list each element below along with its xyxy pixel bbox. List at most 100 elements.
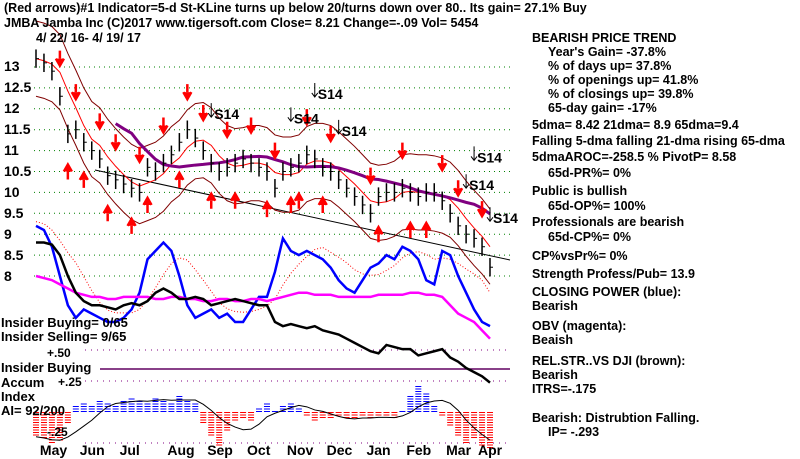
rel-strength-line xyxy=(36,241,491,384)
upper-band xyxy=(35,20,491,210)
accum-tick-plus25: +.25 xyxy=(58,375,82,389)
sell-arrow-icon xyxy=(94,113,105,131)
signal-arrow-icon xyxy=(207,103,215,118)
cp65: 65d-CP%= 0% xyxy=(548,230,632,244)
obv-title: OBV (magenta): xyxy=(532,319,627,333)
signal-arrow-icon xyxy=(287,107,295,123)
y-tick: 10.5 xyxy=(4,163,32,179)
sell-arrow-icon xyxy=(198,104,209,123)
sell-arrow-icon xyxy=(70,84,81,102)
y-tick: 13 xyxy=(4,58,20,74)
buy-arrow-icon xyxy=(261,199,273,218)
buy-arrow-icon xyxy=(421,220,432,239)
x-tick-month: Jan xyxy=(366,442,391,458)
sell-arrow-icon xyxy=(269,142,281,161)
buy-arrow-icon xyxy=(102,203,113,222)
signal-label: S14 xyxy=(318,86,343,102)
buy-arrow-icon xyxy=(206,191,217,209)
accum-ma-line xyxy=(35,399,491,441)
y-tick: 8 xyxy=(4,268,12,284)
closing-power-state: Bearish xyxy=(532,299,578,313)
x-tick-month: May xyxy=(39,442,68,458)
sell-arrow-icon xyxy=(110,134,121,152)
signal-label: S14 xyxy=(214,106,239,122)
x-tick-month: Oct xyxy=(247,442,271,458)
insider-buying-line-label: Insider Buying xyxy=(1,360,92,375)
sell-arrow-icon xyxy=(158,117,169,136)
dma-values: 5dma= 8.42 21dma= 8.9 65dma=9.4 xyxy=(532,118,739,132)
date-range: 4/ 22/ 16- 4/ 19/ 17 xyxy=(36,31,141,45)
signal-arrow-icon xyxy=(470,146,478,162)
signal-label: S14 xyxy=(477,149,502,165)
pr65: 65d-PR%= 0% xyxy=(548,166,632,180)
buy-arrow-icon xyxy=(285,195,296,213)
buy-arrow-icon xyxy=(293,191,304,209)
signal-label: S14 xyxy=(493,210,518,226)
cp-ma-line xyxy=(35,221,491,314)
signal-arrow-icon xyxy=(311,82,319,98)
op65: 65d-OP%= 100% xyxy=(548,199,646,213)
x-tick-month: Jun xyxy=(79,442,105,458)
sell-arrow-icon xyxy=(437,155,448,173)
y-tick: 10 xyxy=(4,184,20,200)
obv-line xyxy=(35,274,491,340)
x-tick-month: Dec xyxy=(326,442,353,458)
sell-arrow-icon xyxy=(325,125,336,144)
buy-arrow-icon xyxy=(126,216,137,234)
distribution-status: Bearish: Distrubtion Falling. xyxy=(532,411,700,425)
insider-buying-stat: Insider Buying= 0/65 xyxy=(1,315,128,330)
aroc-pivot: 5dmaAROC=-258.5 % PivotP= 8.58 xyxy=(532,150,737,164)
indicator-title: (Red arrows)#1 Indicator=5-d St-KLine tu… xyxy=(4,1,587,15)
x-tick-month: Aug xyxy=(167,442,195,458)
x-tick-month: Jul xyxy=(119,442,140,458)
y-tick: 8.5 xyxy=(4,247,24,263)
closing-power-title: CLOSING POWER (blue): xyxy=(532,285,682,299)
signal-arrow-icon xyxy=(335,119,343,135)
y-tick: 12.5 xyxy=(4,79,32,95)
professionals-status: Professionals are bearish xyxy=(532,215,685,229)
sell-arrow-icon xyxy=(397,142,408,161)
signal-arrow-icon xyxy=(486,207,494,223)
closings-up: % of closings up= 39.8% xyxy=(548,87,694,101)
sell-arrow-icon xyxy=(301,109,312,127)
buy-arrow-icon xyxy=(373,224,384,243)
signal-label: S14 xyxy=(342,123,367,139)
obv-state: Beaish xyxy=(532,333,573,347)
gain-65d: 65-day gain= -17% xyxy=(548,101,657,115)
buy-arrow-icon xyxy=(230,191,241,209)
y-tick: 11 xyxy=(4,142,19,158)
sell-arrow-icon xyxy=(182,84,193,102)
x-tick-month: Apr xyxy=(478,442,503,458)
trendline xyxy=(94,169,511,261)
x-tick-month: Nov xyxy=(286,442,314,458)
ma65-line xyxy=(114,122,491,216)
cp-vs-pr: CP%vsPr%= 0% xyxy=(532,249,628,263)
sell-arrow-icon xyxy=(222,121,233,140)
signal-label: S14 xyxy=(469,177,494,193)
sell-arrow-icon xyxy=(453,180,464,198)
x-tick-month: Feb xyxy=(406,442,432,458)
sell-arrow-icon xyxy=(476,201,488,219)
y-tick: 9 xyxy=(4,226,12,242)
public-status: Public is bullish xyxy=(532,184,628,198)
buy-arrow-icon xyxy=(62,161,73,180)
y-tick: 11.5 xyxy=(4,121,31,137)
accum-tick-minus25: -.25 xyxy=(47,425,68,439)
sell-arrow-icon xyxy=(365,167,376,186)
signal-label: S14 xyxy=(294,110,319,126)
buy-arrow-icon xyxy=(405,220,416,239)
insider-selling-stat: Insider Selling= 9/65 xyxy=(1,329,127,344)
x-tick-month: Mar xyxy=(446,442,472,458)
years-gain: Year's Gain= -37.8% xyxy=(548,45,666,59)
rel-str-title: REL.STR..VS DJI (brown): xyxy=(532,354,686,368)
dma-trend: Falling 5-dma falling 21-dma rising 65-d… xyxy=(532,134,785,148)
rel-str-state: Bearish xyxy=(532,368,578,382)
buy-arrow-icon xyxy=(142,195,153,213)
buy-arrow-icon xyxy=(317,195,328,213)
buy-arrow-icon xyxy=(174,170,185,188)
ma21-line xyxy=(35,58,491,247)
sell-arrow-icon xyxy=(134,146,145,165)
trend-title: BEARISH PRICE TREND xyxy=(532,31,677,45)
